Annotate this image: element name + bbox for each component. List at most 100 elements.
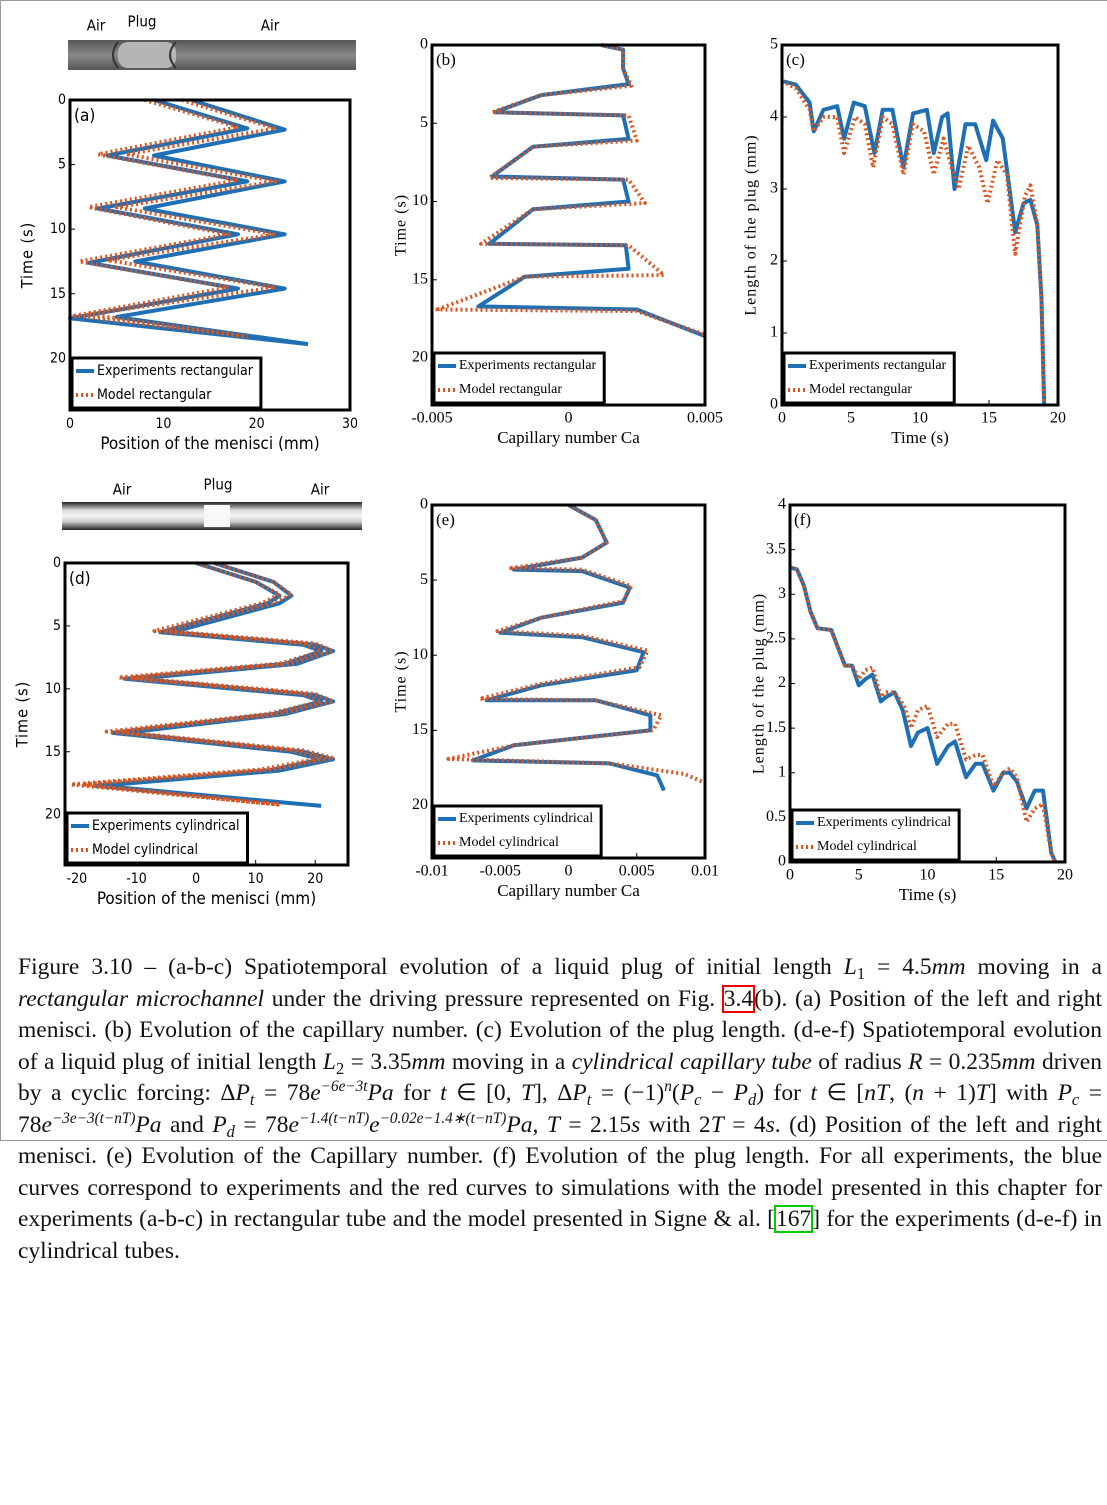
y-tick-label: 1: [770, 324, 778, 341]
caption-text: ] for the experiments (d-e-f) in cylindr…: [18, 1206, 1103, 1264]
y-tick-label: 15: [45, 744, 61, 760]
caption-text: mm: [931, 954, 966, 980]
caption-text: ] with: [988, 1080, 1058, 1106]
caption-text: ) for: [756, 1080, 811, 1106]
y-tick-label: 3: [770, 180, 778, 197]
caption-text: T: [521, 1080, 535, 1106]
caption-text: Pa: [135, 1111, 162, 1138]
chart: -0.01 -0.005 0 0.005 0.01 0 5 10 15 20 (e) Capillar…: [393, 496, 719, 900]
x-tick-label: 30: [342, 416, 358, 432]
caption-text: = 3.35: [344, 1048, 412, 1075]
legend-label: Model rectangular: [809, 382, 912, 397]
tube-label: Air: [311, 481, 330, 499]
y-tick-label: 10: [45, 681, 61, 697]
x-axis-label: Time (s): [899, 885, 956, 904]
caption-text: = 4: [723, 1111, 766, 1138]
figure-caption: Figure 3.10 – (a-b-c) Spatiotemporal evo…: [18, 952, 1102, 1267]
x-tick-label: 0: [565, 410, 573, 427]
caption-text: driven by a cyclic forcing: Δ: [18, 1048, 1102, 1107]
legend-box: [70, 356, 263, 410]
caption-text: P: [572, 1080, 587, 1106]
y-tick-label: 2: [778, 674, 786, 691]
y-tick-label: 0: [420, 496, 428, 513]
data-line: [68, 98, 309, 347]
tube-image-rect: Air Plug Air: [68, 13, 356, 70]
tube-label: Air: [113, 481, 132, 499]
x-tick-label: 15: [988, 867, 1004, 884]
y-tick-label: 0: [420, 36, 428, 53]
x-tick-label: 20: [1057, 867, 1073, 884]
caption-text: c: [1071, 1089, 1080, 1109]
y-axis-label: Time (s): [393, 650, 410, 712]
panel-label: (c): [786, 50, 805, 69]
panel-label: (a): [74, 106, 95, 126]
x-tick-label: 0.01: [691, 863, 719, 880]
caption-text: Pa: [506, 1111, 533, 1138]
x-tick-label: 20: [1050, 410, 1066, 427]
plot-frame: [780, 43, 1060, 407]
data-line: [781, 79, 1047, 406]
data-line: [789, 565, 1058, 863]
caption-text: 1: [856, 963, 866, 983]
legend-label: Model cylindrical: [459, 835, 559, 850]
tube-label: Air: [261, 17, 280, 35]
caption-text: = 78: [254, 1080, 311, 1106]
tube-label: Plug: [127, 13, 156, 31]
chart: 0 5 10 15 20 0 0.5 1 1.5 2 2.5 3 3.5 4 (f) Time (s) Leng…: [751, 496, 1073, 904]
caption-text: 2: [336, 1058, 345, 1078]
legend-box: [432, 351, 606, 405]
caption-text: rectangular microchannel: [18, 985, 265, 1012]
plot-frame: [63, 561, 350, 867]
y-tick-label: 5: [53, 618, 61, 634]
y-tick-label: 0: [58, 92, 66, 108]
legend: Experiments cylindrical Model cylindrical: [790, 808, 961, 862]
y-tick-label: 2: [770, 252, 778, 269]
caption-text: T: [975, 1080, 989, 1106]
x-axis-label: Capillary number Ca: [497, 428, 640, 447]
y-tick-label: 5: [420, 114, 428, 131]
caption-text: n: [912, 1080, 925, 1106]
caption-text: T: [546, 1111, 560, 1138]
caption-text: = 4.5: [865, 954, 932, 980]
caption-text: −: [701, 1080, 734, 1106]
legend-label: Experiments rectangular: [459, 358, 597, 373]
caption-text: −1.4(t−nT): [298, 1109, 370, 1127]
chart: -20 -10 0 10 20 0 5 10 15 20 (d) Position of the me…: [13, 555, 350, 909]
x-tick-label: -0.005: [480, 863, 521, 880]
data-line: [435, 43, 706, 337]
y-tick-label: 0: [770, 396, 778, 413]
legend: Experiments cylindrical Model cylindrical: [432, 804, 603, 858]
panel-label: (f): [794, 510, 811, 529]
caption-text: = 78: [18, 1080, 1102, 1138]
legend-label: Experiments rectangular: [809, 358, 947, 373]
y-tick-label: 20: [412, 796, 428, 813]
caption-text: −0.02e−1.4∗(t−nT): [379, 1109, 507, 1127]
caption-text: (: [671, 1080, 680, 1106]
caption-text: P: [1057, 1080, 1072, 1106]
chart: 0 5 10 15 20 0 1 2 3 4 5 (c) Time (s) Length of the p…: [743, 36, 1066, 447]
panel-label: (d): [69, 569, 91, 589]
x-tick-label: 20: [249, 416, 265, 432]
legend-label: Experiments cylindrical: [92, 818, 240, 834]
y-tick-label: 20: [45, 807, 61, 823]
y-tick-label: 3: [778, 585, 786, 602]
legend-box: [65, 811, 250, 865]
x-tick-label: -20: [67, 871, 88, 887]
x-tick-label: 5: [847, 410, 855, 427]
caption-text: s: [765, 1111, 775, 1138]
caption-text: t: [440, 1080, 447, 1106]
legend-label: Model rectangular: [459, 382, 562, 397]
caption-text: Figure 3.10 – (a-b-c) Spatiotemporal evo…: [18, 954, 844, 980]
caption-text: t: [249, 1089, 255, 1109]
y-tick-label: 2.5: [766, 630, 786, 647]
data-line: [72, 98, 278, 339]
data-line: [781, 79, 1047, 406]
caption-text: e: [310, 1080, 321, 1106]
plot-frame: [68, 98, 352, 412]
caption-text: Pa: [367, 1080, 394, 1106]
x-axis-label: Capillary number Ca: [497, 881, 640, 900]
caption-text: = 2.15: [559, 1111, 632, 1138]
caption-text: = 0.235: [922, 1048, 1002, 1075]
